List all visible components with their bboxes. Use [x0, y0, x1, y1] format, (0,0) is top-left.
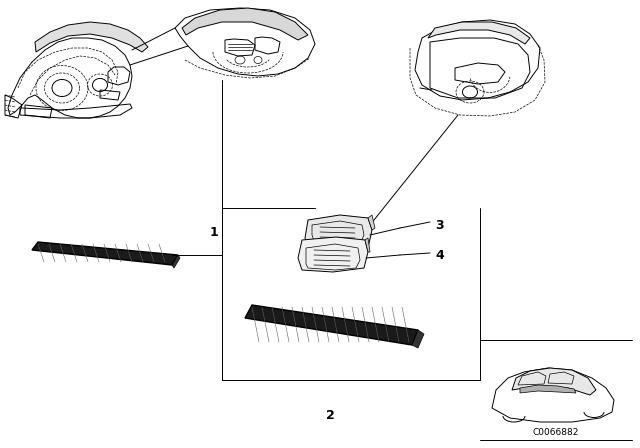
Polygon shape — [428, 22, 530, 44]
Polygon shape — [412, 330, 424, 348]
Text: 4: 4 — [436, 249, 444, 262]
Polygon shape — [512, 368, 596, 395]
Polygon shape — [32, 242, 178, 265]
Polygon shape — [245, 305, 418, 345]
Polygon shape — [35, 22, 148, 52]
Polygon shape — [298, 237, 368, 272]
Text: C0066882: C0066882 — [533, 427, 579, 436]
Polygon shape — [520, 385, 576, 393]
Polygon shape — [368, 215, 375, 230]
Text: 1: 1 — [210, 225, 218, 238]
Polygon shape — [305, 215, 372, 252]
Polygon shape — [365, 238, 370, 252]
Polygon shape — [172, 255, 180, 268]
Text: 2: 2 — [326, 409, 334, 422]
Text: 3: 3 — [436, 219, 444, 232]
Polygon shape — [182, 8, 308, 40]
